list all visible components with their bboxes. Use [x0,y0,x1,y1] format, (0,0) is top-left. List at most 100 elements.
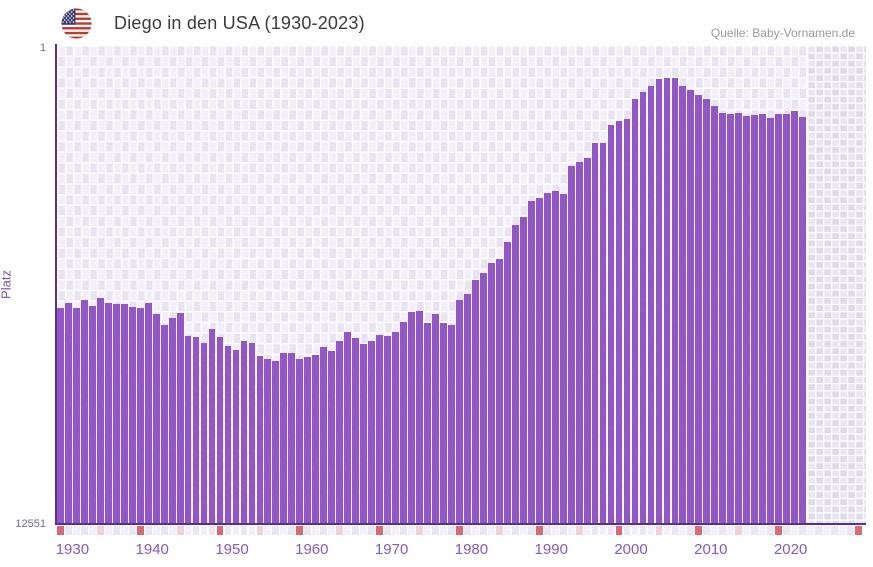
bar-1960[interactable] [296,359,304,524]
bar-2021[interactable] [783,114,791,524]
bar-2020[interactable] [775,113,783,524]
bar-2013[interactable] [719,113,727,524]
bar-1986[interactable] [503,241,511,524]
bar-1980[interactable] [456,299,463,524]
bar-1947[interactable] [192,336,200,524]
bar-1965[interactable] [336,341,344,524]
bar-1959[interactable] [288,353,296,524]
bar-1982[interactable] [471,279,479,524]
bar-2015[interactable] [735,112,743,524]
bar-1999[interactable] [607,124,615,524]
bar-1931[interactable] [64,303,72,524]
bar-1950[interactable] [216,337,224,524]
bar-1946[interactable] [184,335,192,524]
bar-1998[interactable] [599,142,607,524]
bar-1981[interactable] [464,294,471,524]
bar-1991[interactable] [543,192,551,524]
bar-1989[interactable] [527,200,535,524]
bar-2005[interactable] [655,78,663,524]
bar-1938[interactable] [120,304,128,524]
bar-1941[interactable] [144,303,152,524]
bar-2011[interactable] [703,99,711,524]
bar-1952[interactable] [232,349,240,524]
bar-1969[interactable] [368,340,376,524]
bar-1993[interactable] [559,194,567,524]
bar-2004[interactable] [647,86,655,524]
bar-1948[interactable] [200,342,208,524]
bar-1995[interactable] [575,161,583,524]
bar-1987[interactable] [511,225,519,524]
bar-1964[interactable] [328,350,336,524]
bar-2002[interactable] [631,99,639,524]
strip-tick-1967 [352,526,360,535]
bar-2001[interactable] [623,119,631,524]
bar-1990[interactable] [535,197,543,524]
bar-1954[interactable] [248,343,256,524]
bar-1955[interactable] [256,355,264,524]
bar-2017[interactable] [751,114,759,524]
bar-1949[interactable] [208,329,216,524]
bar-1973[interactable] [400,321,407,524]
bar-1935[interactable] [96,298,104,524]
bar-2014[interactable] [727,114,735,524]
bar-1945[interactable] [176,313,184,524]
bar-2018[interactable] [759,114,767,524]
bar-2010[interactable] [695,95,703,524]
bar-1971[interactable] [384,335,391,524]
bar-1970[interactable] [376,334,384,524]
strip-tick-2028 [839,526,846,535]
bar-1962[interactable] [312,355,320,524]
bar-1930[interactable] [57,307,64,524]
bar-1967[interactable] [352,337,360,524]
bar-1977[interactable] [432,314,439,524]
bar-1994[interactable] [567,166,575,524]
bar-2019[interactable] [767,118,775,524]
bar-1996[interactable] [583,158,591,524]
bar-1936[interactable] [104,303,112,524]
bar-1997[interactable] [591,143,599,524]
bar-1953[interactable] [240,340,248,524]
bar-1978[interactable] [440,322,447,524]
bar-1939[interactable] [128,306,136,524]
x-tick-2010: 2010 [694,541,728,558]
bar-2022[interactable] [791,110,798,524]
bar-1932[interactable] [72,307,80,524]
bar-1943[interactable] [160,325,168,524]
bar-2009[interactable] [687,89,695,524]
bar-2008[interactable] [679,86,687,524]
bar-1975[interactable] [416,311,423,524]
bar-1983[interactable] [479,273,487,524]
bar-1958[interactable] [280,353,288,524]
bar-1934[interactable] [88,305,96,524]
bar-2003[interactable] [639,92,647,524]
strip-tick-1979 [448,526,455,535]
bar-1984[interactable] [487,263,495,524]
bar-1961[interactable] [304,357,312,524]
strip-tick-1934 [88,526,96,535]
bar-1942[interactable] [152,314,160,524]
bar-2023[interactable] [799,116,806,524]
bar-1992[interactable] [551,190,559,524]
bar-1972[interactable] [392,331,399,524]
bar-1966[interactable] [344,332,352,524]
bar-1937[interactable] [112,304,120,524]
bar-1957[interactable] [272,361,280,524]
bar-1963[interactable] [320,347,328,524]
bar-1944[interactable] [168,318,176,524]
bar-2016[interactable] [743,116,751,524]
bar-1979[interactable] [448,325,455,524]
bar-1985[interactable] [495,258,503,524]
bar-1951[interactable] [224,346,232,524]
bar-2006[interactable] [663,77,671,524]
strip-tick-red-1980 [456,526,463,535]
bar-1956[interactable] [264,358,272,524]
bar-1968[interactable] [360,343,368,524]
bar-1976[interactable] [424,323,431,524]
bar-1988[interactable] [519,217,527,524]
bar-1940[interactable] [136,307,144,524]
bar-2012[interactable] [711,105,719,524]
bar-2000[interactable] [615,121,623,524]
bar-1974[interactable] [408,312,415,524]
bar-1933[interactable] [80,299,88,524]
bar-2007[interactable] [671,78,679,524]
